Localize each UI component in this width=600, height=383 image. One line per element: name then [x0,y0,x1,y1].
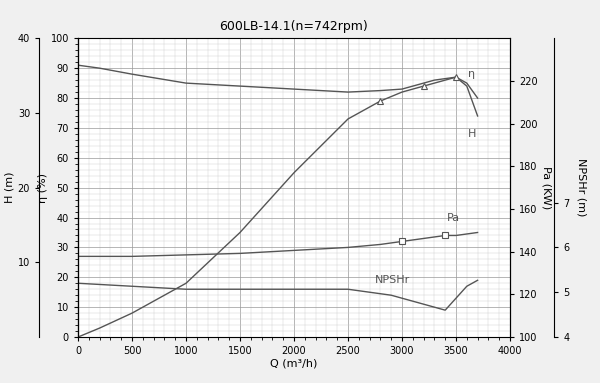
Y-axis label: NPSHr (m): NPSHr (m) [577,159,586,217]
X-axis label: Q (m³/h): Q (m³/h) [271,359,317,369]
Text: Pa: Pa [448,213,460,223]
Text: H: H [468,129,476,139]
Title: 600LB-14.1(n=742rpm): 600LB-14.1(n=742rpm) [220,20,368,33]
Y-axis label: H (m): H (m) [5,172,15,203]
Text: η: η [468,69,475,79]
Y-axis label: Pa (KW): Pa (KW) [542,166,551,209]
Y-axis label: η (%): η (%) [38,173,48,203]
Text: NPSHr: NPSHr [375,275,410,285]
